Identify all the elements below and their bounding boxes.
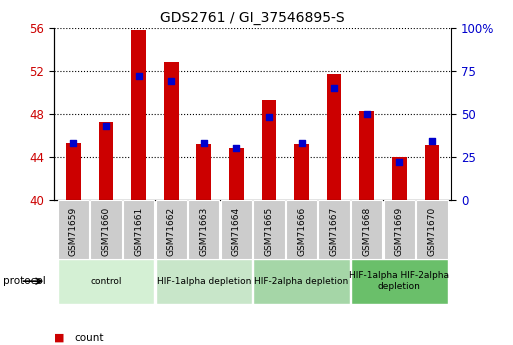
Text: GSM71666: GSM71666 — [297, 207, 306, 256]
Point — [395, 159, 403, 165]
Bar — [123, 200, 154, 259]
Text: HIF-1alpha depletion: HIF-1alpha depletion — [156, 277, 251, 286]
Text: control: control — [90, 277, 122, 286]
Bar — [131, 30, 146, 200]
Bar — [66, 143, 81, 200]
Point — [428, 139, 436, 144]
Point — [167, 78, 175, 84]
Bar — [253, 259, 350, 304]
Bar — [327, 74, 342, 200]
Bar — [98, 122, 113, 200]
Bar — [360, 111, 374, 200]
Bar — [392, 157, 407, 200]
Point — [102, 123, 110, 129]
Text: GSM71661: GSM71661 — [134, 207, 143, 256]
Text: ■: ■ — [54, 333, 64, 343]
Text: protocol: protocol — [3, 276, 45, 286]
Point — [330, 85, 338, 91]
Bar — [351, 259, 447, 304]
Bar — [384, 200, 415, 259]
Bar — [319, 200, 350, 259]
Point — [265, 115, 273, 120]
Point — [134, 73, 143, 79]
Text: GSM71667: GSM71667 — [330, 207, 339, 256]
Bar — [155, 259, 252, 304]
Text: GSM71670: GSM71670 — [427, 207, 437, 256]
Bar — [221, 200, 252, 259]
Text: HIF-2alpha depletion: HIF-2alpha depletion — [254, 277, 349, 286]
Text: GSM71663: GSM71663 — [199, 207, 208, 256]
Bar — [262, 100, 277, 200]
Text: GSM71660: GSM71660 — [102, 207, 110, 256]
Bar — [196, 144, 211, 200]
Point — [69, 140, 77, 146]
Point — [232, 146, 241, 151]
Bar — [253, 200, 285, 259]
Text: GSM71669: GSM71669 — [395, 207, 404, 256]
Bar — [425, 145, 439, 200]
Bar — [351, 200, 382, 259]
Text: count: count — [74, 333, 104, 343]
Text: GSM71668: GSM71668 — [362, 207, 371, 256]
Bar — [286, 200, 317, 259]
Point — [298, 140, 306, 146]
Bar — [155, 200, 187, 259]
Text: GSM71664: GSM71664 — [232, 207, 241, 256]
Bar — [164, 62, 179, 200]
Bar — [90, 200, 122, 259]
Bar — [229, 148, 244, 200]
Title: GDS2761 / GI_37546895-S: GDS2761 / GI_37546895-S — [161, 11, 345, 25]
Bar — [188, 200, 220, 259]
Point — [363, 111, 371, 117]
Text: HIF-1alpha HIF-2alpha
depletion: HIF-1alpha HIF-2alpha depletion — [349, 272, 449, 291]
Bar — [58, 259, 154, 304]
Bar — [294, 144, 309, 200]
Text: GSM71665: GSM71665 — [264, 207, 273, 256]
Bar — [416, 200, 447, 259]
Text: GSM71662: GSM71662 — [167, 207, 175, 256]
Bar — [58, 200, 89, 259]
Text: GSM71659: GSM71659 — [69, 207, 78, 256]
Point — [200, 140, 208, 146]
